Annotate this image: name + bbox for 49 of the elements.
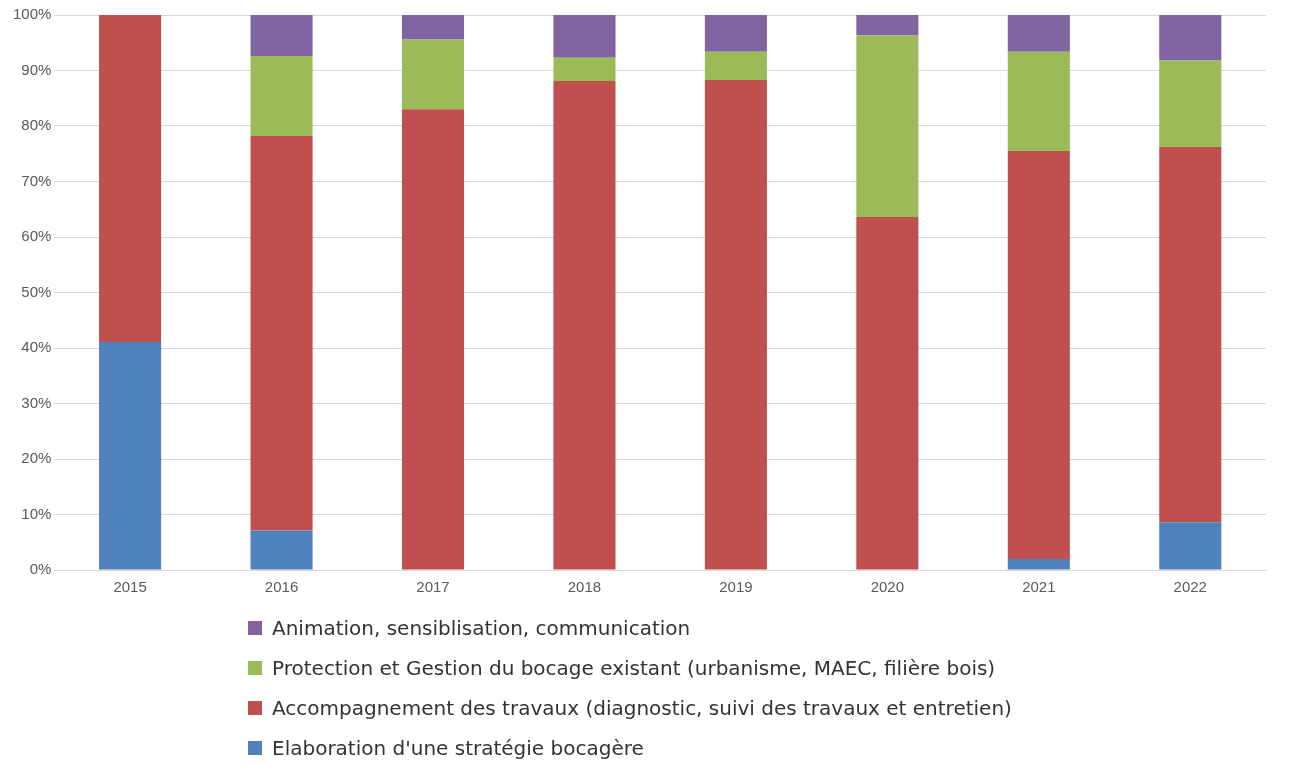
legend-label: Elaboration d'une stratégie bocagère — [272, 736, 644, 760]
bar — [704, 15, 767, 52]
y-tick-label: 90% — [21, 60, 52, 78]
bar — [1007, 150, 1070, 559]
bar — [1159, 15, 1222, 61]
x-tick-label: 2015 — [113, 578, 147, 596]
bar — [704, 79, 767, 570]
bar — [1159, 147, 1222, 523]
bar — [1007, 51, 1070, 151]
y-tick-label: 0% — [29, 560, 52, 578]
y-tick-label: 30% — [21, 393, 52, 411]
bar — [99, 341, 162, 570]
bar — [1007, 15, 1070, 52]
bar — [401, 109, 465, 570]
bar — [250, 530, 313, 570]
x-tick-label: 2022 — [1173, 578, 1207, 596]
legend-label: Protection et Gestion du bocage existant (urbanisme, MAEC, filière bois) — [272, 656, 996, 680]
bar — [250, 15, 313, 57]
bar — [250, 56, 313, 136]
bar — [856, 35, 919, 218]
y-tick-label: 80% — [21, 116, 52, 134]
legend-label: Animation, sensiblisation, communication — [272, 616, 691, 640]
bar — [1007, 558, 1070, 570]
bar — [553, 57, 616, 82]
bar — [553, 81, 616, 570]
y-tick-label: 40% — [21, 338, 52, 356]
y-tick-label: 20% — [21, 449, 52, 467]
y-tick-label: 50% — [21, 282, 52, 300]
x-tick-label: 2017 — [416, 578, 450, 596]
x-tick-label: 2019 — [719, 578, 753, 596]
bar — [553, 15, 616, 58]
x-tick-label: 2016 — [264, 578, 299, 596]
x-tick-label: 2021 — [1022, 578, 1056, 596]
y-tick-label: 100% — [12, 5, 52, 23]
bar — [401, 15, 465, 40]
y-tick-label: 60% — [21, 227, 52, 245]
x-tick-label: 2018 — [567, 578, 602, 596]
bar — [856, 217, 919, 570]
bar — [1159, 60, 1222, 148]
bar — [99, 15, 162, 342]
y-tick-label: 10% — [21, 504, 52, 522]
legend-label: Accompagnement des travaux (diagnostic, suivi des travaux et entretien) — [272, 696, 1012, 720]
bar — [401, 39, 465, 110]
bar — [856, 15, 919, 36]
bar — [704, 51, 767, 80]
bar — [1159, 522, 1222, 570]
bar — [250, 135, 313, 531]
x-tick-label: 2020 — [870, 578, 905, 596]
y-tick-label: 70% — [21, 171, 52, 189]
